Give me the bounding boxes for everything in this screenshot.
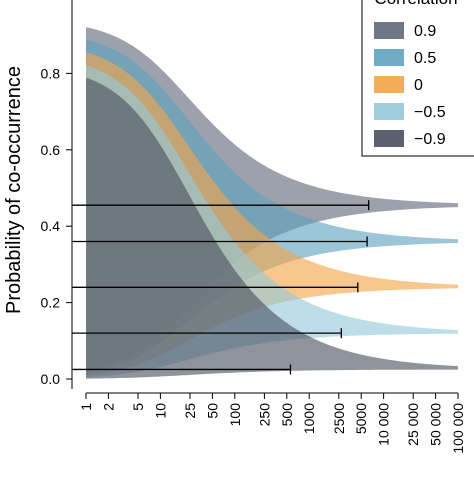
y-axis-label: Probability of co-occurrence bbox=[3, 66, 25, 314]
error-bars bbox=[72, 200, 370, 375]
x-tick-label-5: 50 bbox=[204, 403, 220, 419]
legend-label-1: 0.5 bbox=[414, 50, 436, 67]
legend: Correlation 0.9 0.5 0 −0.5 −0.9 bbox=[361, 0, 474, 157]
x-tick-label-10: 2500 bbox=[331, 403, 347, 434]
band-4 bbox=[86, 77, 458, 379]
x-tick-label-1: 2 bbox=[100, 403, 116, 411]
y-tick-label-1: 0.2 bbox=[41, 295, 61, 311]
legend-swatch-1 bbox=[374, 49, 404, 66]
x-tick-label-2: 5 bbox=[130, 403, 146, 411]
y-tick-label-0: 0.0 bbox=[41, 371, 61, 387]
x-tick-label-15: 100 000 bbox=[450, 403, 466, 454]
y-tick-label-3: 0.6 bbox=[41, 142, 61, 158]
x-tick-label-0: 1 bbox=[78, 403, 94, 411]
x-tick-label-12: 10 000 bbox=[376, 403, 392, 446]
series-bands bbox=[86, 27, 458, 379]
x-tick-label-8: 500 bbox=[279, 403, 295, 427]
legend-swatch-4 bbox=[374, 130, 404, 147]
x-tick-label-4: 25 bbox=[182, 403, 198, 419]
legend-swatch-0 bbox=[374, 22, 404, 39]
legend-swatch-2 bbox=[374, 76, 404, 93]
x-tick-label-6: 100 bbox=[227, 403, 243, 427]
x-ticks: 1 2 5 10 25 50 100 250 500 1000 2500 5000 10 000 25 0… bbox=[78, 393, 466, 454]
x-tick-label-11: 5000 bbox=[353, 403, 369, 434]
x-tick-label-13: 25 000 bbox=[405, 403, 421, 446]
y-ticks: 0.0 0.2 0.4 0.6 0.8 bbox=[41, 65, 72, 387]
x-tick-label-14: 50 000 bbox=[428, 403, 444, 446]
legend-label-3: −0.5 bbox=[414, 104, 446, 121]
legend-label-4: −0.9 bbox=[414, 131, 446, 148]
axes bbox=[71, 0, 458, 394]
y-tick-label-4: 0.8 bbox=[41, 65, 61, 81]
legend-label-2: 0 bbox=[414, 77, 423, 94]
legend-title: Correlation bbox=[374, 0, 457, 8]
x-tick-label-7: 250 bbox=[256, 403, 272, 427]
x-tick-label-3: 10 bbox=[152, 403, 168, 419]
legend-label-0: 0.9 bbox=[414, 23, 436, 40]
x-tick-label-9: 1000 bbox=[301, 403, 317, 434]
legend-swatch-3 bbox=[374, 103, 404, 120]
y-tick-label-2: 0.4 bbox=[41, 218, 61, 234]
